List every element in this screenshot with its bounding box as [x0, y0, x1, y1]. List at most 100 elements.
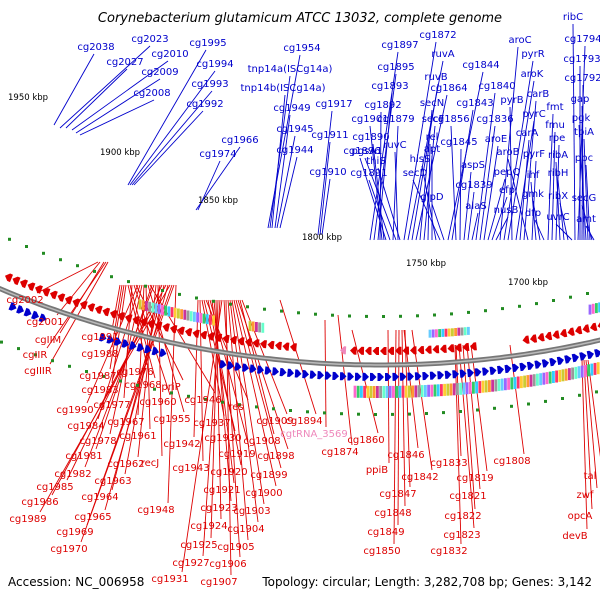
reverse-gene-label: cg1906: [209, 559, 246, 570]
forward-gene-label: apt: [424, 144, 440, 155]
reverse-gene-arrow: [20, 279, 28, 289]
reverse-leader-line: [149, 284, 216, 394]
cog-color-block: [529, 374, 533, 387]
reverse-gene-label: cgIIR: [23, 350, 48, 361]
forward-gene-label: cg1793: [563, 54, 600, 65]
reverse-leader-line: [454, 344, 462, 545]
reverse-gene-label: cg1894: [285, 416, 322, 427]
cog-color-block: [379, 386, 382, 398]
cog-color-block: [180, 309, 183, 320]
reverse-gene-label: cg1898: [257, 451, 294, 462]
gc-skew-mark: [501, 307, 504, 311]
reverse-gene-label: cg1955: [153, 414, 190, 425]
reverse-gene-label: cg1978: [79, 436, 116, 447]
forward-gene-label: cg2023: [131, 34, 168, 45]
cog-color-block: [363, 385, 366, 398]
cog-color-block: [186, 310, 190, 321]
forward-leader-line: [364, 157, 397, 241]
gc-skew-mark: [408, 412, 411, 416]
forward-gene-label: cg1856: [432, 114, 469, 125]
cog-color-block: [596, 362, 600, 375]
reverse-gene-label: cg1984: [67, 421, 104, 432]
reverse-gene-label: res: [228, 402, 243, 413]
forward-gene-arrow: [452, 370, 459, 379]
forward-leader-line: [572, 23, 576, 241]
reverse-leader-line: [401, 329, 406, 507]
reverse-gene-label: cg1960: [139, 397, 176, 408]
reverse-gene-label: cg1961: [119, 431, 156, 442]
forward-leader-line: [495, 216, 509, 241]
cog-color-block: [552, 371, 555, 383]
forward-gene-label: aroE: [485, 134, 507, 145]
cog-color-block: [372, 386, 376, 398]
forward-gene-label: cg1949: [273, 103, 310, 114]
reverse-gene-arrow: [440, 344, 447, 353]
reverse-gene-label: cg2002: [6, 295, 43, 306]
reverse-gene-label: cg1823: [443, 530, 480, 541]
forward-gene-label: uvrC: [546, 212, 569, 223]
cog-color-block: [440, 384, 443, 397]
reverse-gene-label: cg1874: [321, 447, 358, 458]
forward-gene-label: ruvB: [424, 72, 447, 83]
forward-gene-arrow: [234, 362, 242, 371]
reverse-gene-arrow: [455, 343, 462, 352]
forward-leader-line: [319, 141, 331, 236]
forward-leader-line: [450, 125, 457, 241]
reverse-leader-line: [581, 359, 588, 530]
cog-color-block: [516, 376, 520, 389]
forward-gene-label: cg1993: [191, 79, 228, 90]
reverse-gene-label: cg1969: [56, 527, 93, 538]
cog-color-block: [173, 307, 177, 318]
forward-leader-line: [534, 219, 545, 241]
forward-gene-arrow: [444, 370, 452, 379]
gc-skew-mark: [246, 305, 249, 309]
cog-color-block: [427, 384, 430, 397]
reverse-gene-label: cg1946: [184, 395, 221, 406]
gc-skew-mark: [8, 237, 11, 241]
forward-gene-arrow: [324, 371, 332, 380]
cog-color-block: [193, 311, 196, 322]
forward-gene-arrow: [31, 310, 39, 320]
reverse-gene-arrow: [275, 341, 282, 350]
gc-skew-mark: [153, 387, 156, 391]
gc-skew-mark: [578, 393, 581, 397]
forward-gene-arrow: [407, 372, 414, 381]
reverse-gene-label: cg1988: [81, 349, 118, 360]
forward-gene-label: hisS: [410, 154, 431, 165]
scale-label: 1750 kbp: [406, 259, 446, 269]
forward-gene-arrow: [556, 356, 564, 365]
reverse-gene-arrow: [230, 336, 238, 345]
forward-gene-label: cg1945: [276, 124, 313, 135]
reverse-gene-label: cgIIIR: [24, 366, 52, 377]
forward-gene-label: dfp: [525, 208, 541, 219]
gc-skew-mark: [289, 409, 292, 412]
cog-color-block: [261, 322, 265, 333]
reverse-gene-label: ppiB: [366, 465, 388, 476]
cog-color-block: [587, 364, 590, 377]
forward-leader-line: [551, 131, 556, 241]
reverse-gene-label: cg1931: [151, 574, 188, 585]
reverse-leader-line: [111, 284, 121, 331]
cog-color-block: [436, 384, 440, 397]
forward-gene-arrow: [287, 368, 294, 377]
reverse-gene-label: cg1808: [493, 456, 530, 467]
forward-gene-arrow: [377, 373, 384, 381]
forward-leader-line: [195, 146, 241, 211]
forward-leader-line: [133, 110, 204, 186]
reverse-gene-label: cg1923: [200, 503, 237, 514]
cog-color-block: [255, 322, 258, 332]
reverse-gene-label: cg1848: [374, 508, 411, 519]
rna-gene-arrow: [340, 346, 347, 355]
reverse-gene-label: cg1920: [210, 467, 247, 478]
reverse-leader-line: [235, 299, 282, 469]
cog-color-block: [199, 313, 203, 323]
reverse-gene-label: cg1850: [363, 546, 400, 557]
reverse-gene-label: recJ: [141, 458, 160, 469]
cog-color-block: [593, 362, 597, 375]
reverse-gene-label: cg1967: [107, 417, 144, 428]
forward-gene-arrow: [429, 371, 437, 380]
forward-leader-line: [75, 78, 161, 134]
reverse-gene-label: cg1846: [387, 450, 424, 461]
cog-color-block: [532, 374, 536, 387]
gc-skew-mark: [51, 359, 54, 363]
